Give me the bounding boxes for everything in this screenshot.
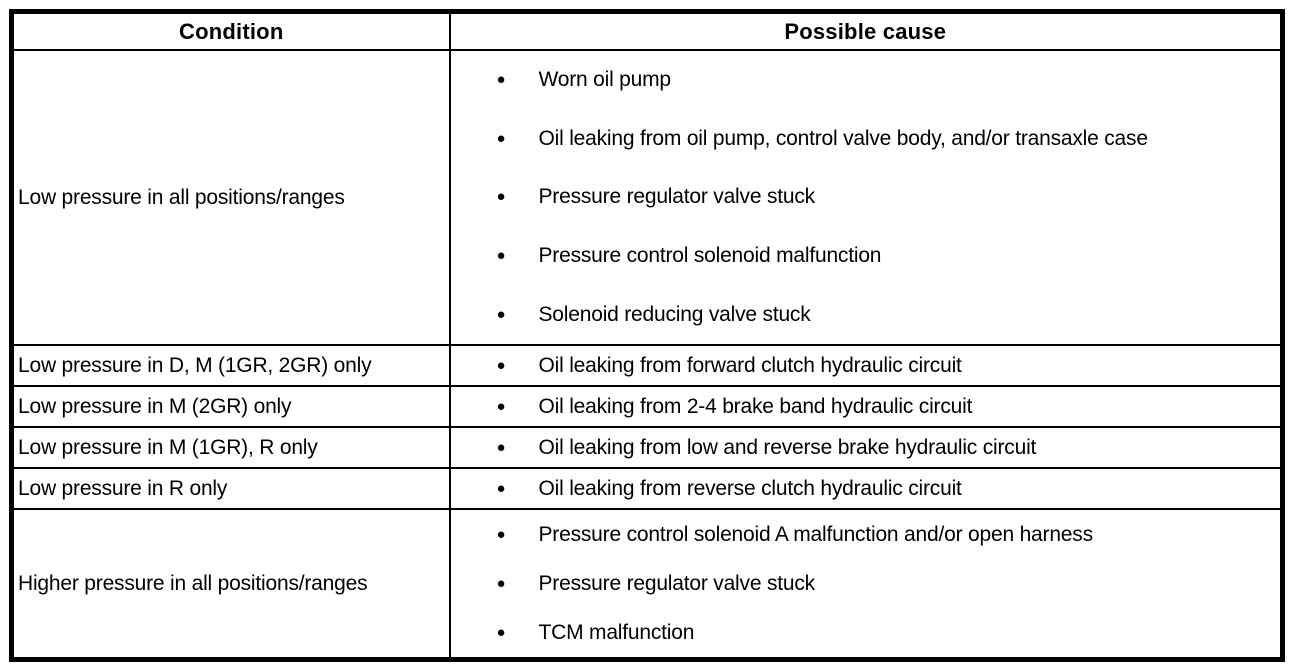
cause-item: ● Pressure regulator valve stuck [451, 569, 1281, 599]
bullet-icon: ● [496, 188, 506, 206]
causes-cell: ● Worn oil pump ● Oil leaking from oil p… [448, 49, 1284, 346]
cause-item: ● Pressure control solenoid A malfunctio… [451, 520, 1281, 550]
table-row: Low pressure in M (1GR), R only ● Oil le… [10, 426, 1284, 469]
cause-item: ● Solenoid reducing valve stuck [451, 300, 1281, 330]
table-row: Low pressure in R only ● Oil leaking fro… [10, 467, 1284, 510]
bullet-icon: ● [496, 129, 506, 147]
causes-cell: ● Oil leaking from low and reverse brake… [448, 426, 1284, 469]
cause-list: ● Oil leaking from 2-4 brake band hydrau… [451, 387, 1281, 426]
bullet-icon: ● [496, 574, 506, 592]
cause-list: ● Oil leaking from forward clutch hydrau… [451, 346, 1281, 385]
cause-text: Pressure control solenoid A malfunction … [538, 522, 1094, 546]
cause-text: Oil leaking from 2-4 brake band hydrauli… [538, 394, 973, 418]
causes-cell: ● Pressure control solenoid A malfunctio… [448, 508, 1284, 661]
condition-cell: Low pressure in M (1GR), R only [10, 426, 451, 469]
header-row: Condition Possible cause [10, 10, 1284, 51]
header-possible-cause: Possible cause [448, 10, 1284, 51]
cause-list: ● Oil leaking from low and reverse brake… [451, 428, 1281, 467]
cause-text: Pressure regulator valve stuck [538, 571, 816, 595]
table-row: Higher pressure in all positions/ranges … [10, 508, 1284, 661]
cause-text: Oil leaking from reverse clutch hydrauli… [538, 476, 962, 500]
bullet-icon: ● [496, 479, 506, 497]
cause-text: Pressure regulator valve stuck [538, 185, 816, 209]
troubleshooting-table: Condition Possible cause Low pressure in… [9, 9, 1285, 662]
condition-cell: Low pressure in all positions/ranges [10, 49, 451, 346]
table-row: Low pressure in M (2GR) only ● Oil leaki… [10, 385, 1284, 428]
cause-text: Pressure control solenoid malfunction [538, 244, 882, 268]
cause-item: ● TCM malfunction [451, 618, 1281, 648]
bullet-icon: ● [496, 71, 506, 89]
table-row: Low pressure in D, M (1GR, 2GR) only ● O… [10, 344, 1284, 387]
causes-cell: ● Oil leaking from 2-4 brake band hydrau… [448, 385, 1284, 428]
cause-item: ● Worn oil pump [451, 65, 1281, 95]
bullet-icon: ● [496, 356, 506, 374]
cause-item: ● Oil leaking from low and reverse brake… [451, 433, 1281, 463]
cause-list: ● Worn oil pump ● Oil leaking from oil p… [451, 51, 1281, 344]
condition-cell: Low pressure in D, M (1GR, 2GR) only [10, 344, 451, 387]
bullet-icon: ● [496, 247, 506, 265]
bullet-icon: ● [496, 438, 506, 456]
cause-list: ● Pressure control solenoid A malfunctio… [451, 510, 1281, 657]
bullet-icon: ● [496, 525, 506, 543]
table-header: Condition Possible cause [10, 10, 1284, 51]
cause-item: ● Oil leaking from forward clutch hydrau… [451, 351, 1281, 381]
causes-cell: ● Oil leaking from reverse clutch hydrau… [448, 467, 1284, 510]
cause-item: ● Oil leaking from reverse clutch hydrau… [451, 474, 1281, 504]
bullet-icon: ● [496, 305, 506, 323]
cause-item: ● Pressure control solenoid malfunction [451, 241, 1281, 271]
cause-text: Solenoid reducing valve stuck [538, 302, 811, 326]
cause-text: TCM malfunction [538, 620, 695, 644]
bullet-icon: ● [496, 623, 506, 641]
cause-item: ● Oil leaking from 2-4 brake band hydrau… [451, 392, 1281, 422]
cause-item: ● Oil leaking from oil pump, control val… [451, 124, 1281, 154]
cause-text: Oil leaking from forward clutch hydrauli… [538, 353, 962, 377]
cause-list: ● Oil leaking from reverse clutch hydrau… [451, 469, 1281, 508]
causes-cell: ● Oil leaking from forward clutch hydrau… [448, 344, 1284, 387]
condition-cell: Low pressure in M (2GR) only [10, 385, 451, 428]
cause-text: Worn oil pump [538, 68, 672, 92]
cause-text: Oil leaking from low and reverse brake h… [538, 435, 1037, 459]
condition-cell: Low pressure in R only [10, 467, 451, 510]
cause-text: Oil leaking from oil pump, control valve… [538, 126, 1149, 150]
cause-item: ● Pressure regulator valve stuck [451, 182, 1281, 212]
bullet-icon: ● [496, 397, 506, 415]
table-row: Low pressure in all positions/ranges ● W… [10, 49, 1284, 346]
header-condition: Condition [10, 10, 451, 51]
condition-cell: Higher pressure in all positions/ranges [10, 508, 451, 661]
